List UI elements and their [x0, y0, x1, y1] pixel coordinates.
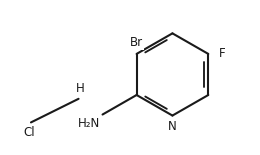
- Text: F: F: [219, 47, 225, 60]
- Text: H₂N: H₂N: [78, 117, 100, 130]
- Text: Cl: Cl: [24, 126, 36, 139]
- Text: N: N: [168, 120, 177, 133]
- Text: H: H: [75, 82, 84, 95]
- Text: Br: Br: [130, 36, 143, 49]
